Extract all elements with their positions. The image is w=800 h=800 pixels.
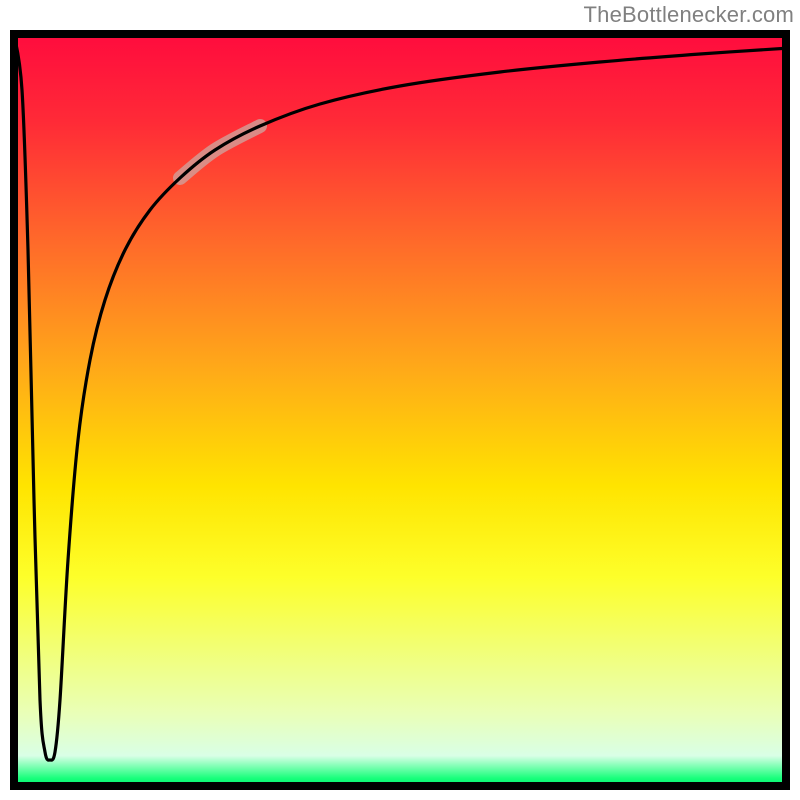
gradient-background (10, 30, 790, 790)
watermark-text: TheBottlenecker.com (584, 2, 794, 28)
bottleneck-curve-chart (0, 0, 800, 800)
chart-canvas: TheBottlenecker.com (0, 0, 800, 800)
